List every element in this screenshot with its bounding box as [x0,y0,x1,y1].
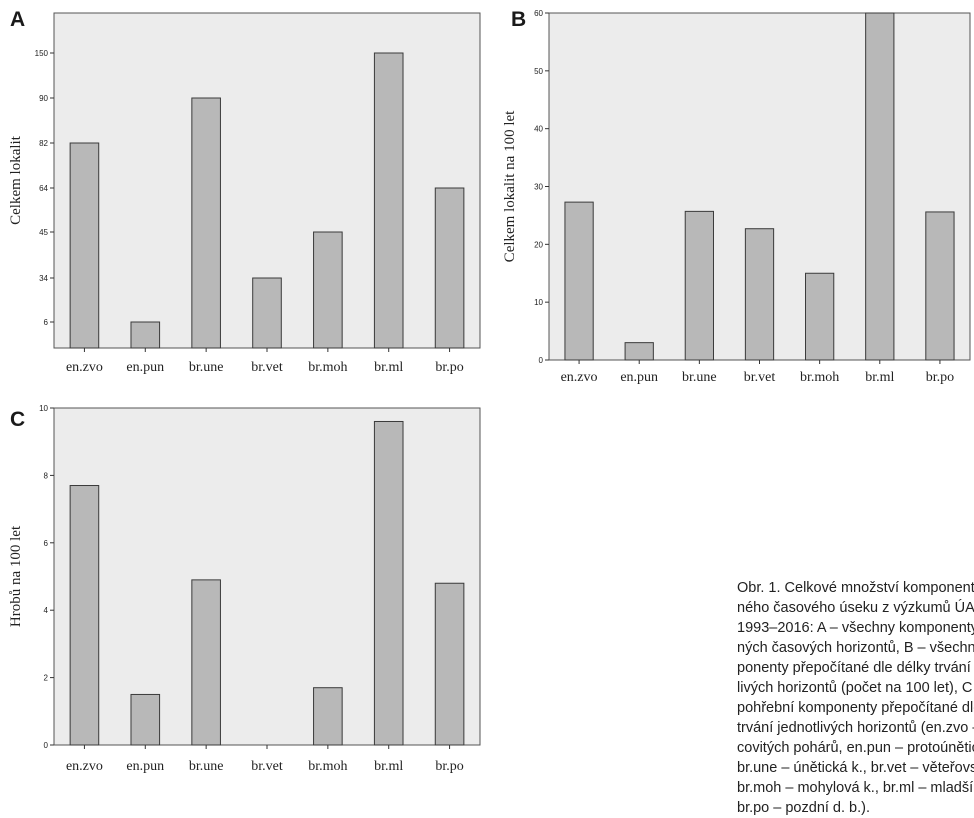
x-tick-label: br.ml [374,759,403,774]
x-tick-label: br.moh [308,360,347,375]
bar-br.vet [252,277,282,349]
x-tick-label: br.moh [308,759,347,774]
caption-line: pohřební komponenty přepočítané dle délk… [737,700,974,716]
caption-line: br.moh – mohylová k., br.ml – mladší d. … [737,780,974,796]
bar-br.vet [744,228,775,361]
x-tick-label: br.po [435,360,463,375]
x-tick-label: en.pun [126,759,164,774]
bar-en.pun [130,321,161,349]
caption-line: br.une – únětická k., br.vet – věteřovsk… [737,760,974,776]
x-tick-label: br.une [189,759,224,774]
bar-en.pun [624,342,654,361]
caption-line: 1993–2016: A – všechny komponenty vybra [737,620,974,636]
y-axis-label: Hrobů na 100 let [8,525,24,627]
y-tick-label: 0 [539,356,544,365]
y-tick-label: 10 [39,404,48,413]
bar-en.zvo [69,485,100,746]
x-tick-label: br.une [189,360,224,375]
caption-line: ného časového úseku z výzkumů ÚAPP Brno [737,600,974,616]
bar-br.po [434,582,465,746]
figure-caption: Obr. 1. Celkové množství komponent vybra… [737,578,974,818]
bar-br.ml [373,420,404,746]
y-tick-label: 50 [534,67,543,76]
y-tick-label: 10 [534,298,543,307]
y-tick-label: 2 [44,674,49,683]
y-tick-label: 0 [44,741,49,750]
caption-line: br.po – pozdní d. b.). [737,800,871,816]
x-tick-label: en.pun [126,360,164,375]
y-tick-label: 40 [534,125,543,134]
y-tick-label: 64 [39,184,48,193]
panel-letter-b: B [511,8,527,31]
y-tick-label: 4 [44,606,49,615]
x-tick-label: en.zvo [66,759,103,774]
caption-line: ných časových horizontů, B – všechny kom [737,640,974,656]
bar-en.zvo [69,142,100,349]
chart-a: 6 34 45 64 82 90 150 en.zvo en.pun br.une br.vet br… [8,12,481,375]
y-tick-label: 6 [44,539,49,548]
bar-br.une [191,579,221,746]
x-tick-label: br.vet [744,370,776,385]
bar-br.ml [373,52,404,349]
y-tick-label: 34 [39,274,48,283]
x-tick-label: br.ml [374,360,403,375]
caption-line: ponenty přepočítané dle délky trvání jed… [737,660,974,676]
y-tick-label: 20 [534,240,543,249]
x-tick-label: br.une [682,370,717,385]
plot-area [53,407,481,746]
y-tick-label: 45 [39,228,48,237]
caption-line: covitých pohárů, en.pun – protoúnětická … [737,740,974,756]
y-tick-label: 90 [39,94,48,103]
y-axis-label: Celkem lokalit na 100 let [502,110,518,262]
chart-c: 0 2 4 6 8 10 en.zvo en.pun br.une br.vet br.moh br.… [8,404,481,774]
y-tick-label: 60 [534,9,543,18]
y-axis-label: Celkem lokalit [8,135,24,225]
bar-br.po [925,211,955,361]
caption-line: livých horizontů (počet na 100 let), C –… [737,680,974,696]
x-tick-label: br.po [435,759,463,774]
bar-br.une [191,97,221,349]
panel-letter-a: A [10,8,26,31]
y-tick-label: 6 [44,318,49,327]
bar-br.ml [865,12,895,361]
y-tick-label: 82 [39,139,48,148]
x-tick-label: en.zvo [66,360,103,375]
x-tick-label: br.vet [251,360,283,375]
bar-br.une [684,210,714,361]
chart-b: 0 10 20 30 40 50 60 en.zvo en.pun br.une br.vet br.… [502,9,971,385]
bar-en.zvo [564,201,594,361]
y-tick-label: 150 [35,49,49,58]
bar-br.moh [805,272,835,361]
bar-br.moh [313,231,343,349]
panel-letter-c: C [10,408,26,431]
bar-en.pun [130,693,161,746]
y-tick-label: 8 [44,471,49,480]
bar-br.moh [313,687,343,746]
y-tick-label: 30 [534,183,543,192]
caption-line: Obr. 1. Celkové množství komponent vybra [737,580,974,596]
x-tick-label: br.moh [800,370,839,385]
x-tick-label: br.vet [251,759,283,774]
x-tick-label: br.ml [865,370,894,385]
x-tick-label: en.pun [620,370,658,385]
x-tick-label: en.zvo [561,370,598,385]
caption-line: trvání jednotlivých horizontů (en.zvo – … [737,720,974,736]
bar-br.po [434,187,465,349]
x-tick-label: br.po [926,370,954,385]
